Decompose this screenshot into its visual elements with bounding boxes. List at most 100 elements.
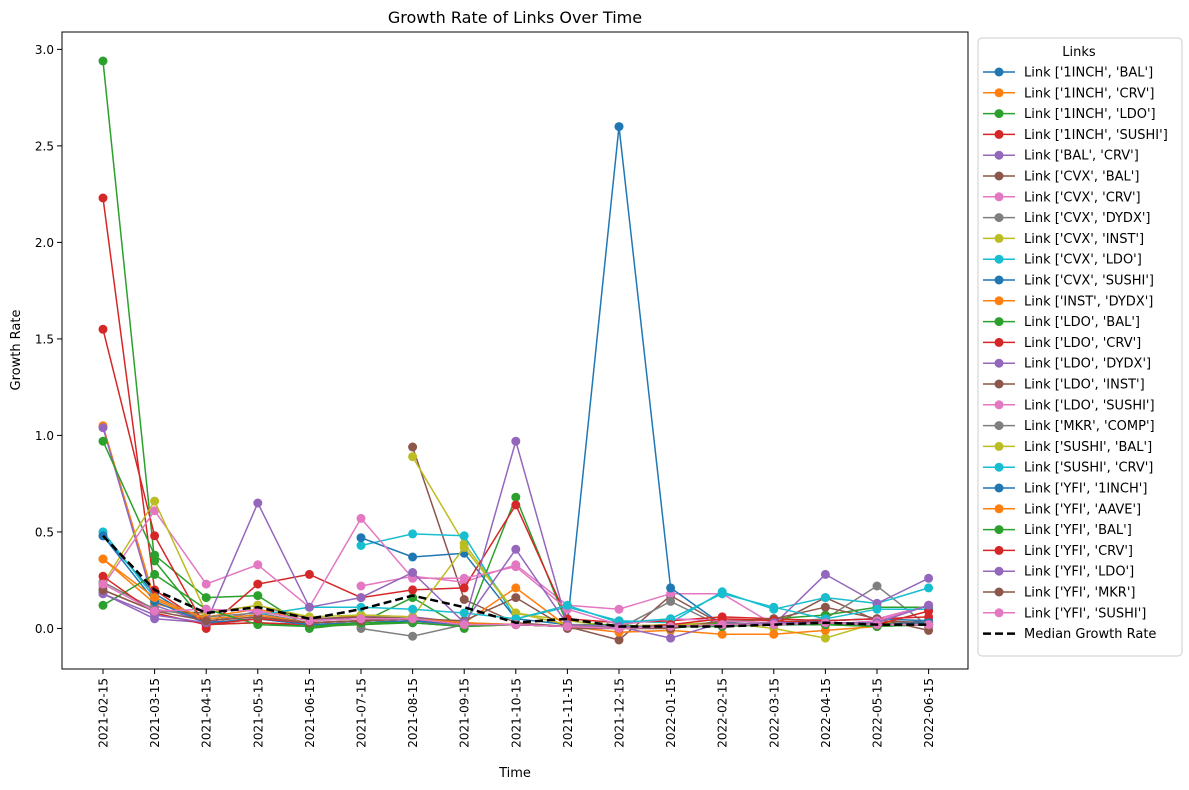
data-point (98, 600, 108, 610)
legend-marker (994, 587, 1004, 597)
legend-entry: Link ['1INCH', 'LDO'] (983, 107, 1156, 122)
data-point (666, 583, 676, 593)
x-tick-label: 2021-03-15 (148, 678, 162, 748)
legend-entry: Link ['CVX', 'SUSHI'] (983, 274, 1154, 289)
data-point (253, 579, 263, 589)
data-point (201, 593, 211, 603)
data-point (769, 620, 779, 630)
legend-marker (994, 109, 1004, 119)
x-tick-label: 2021-09-15 (458, 678, 472, 748)
legend-marker (994, 483, 1004, 493)
legend-marker (994, 462, 1004, 472)
data-point (150, 606, 160, 616)
legend-entry: Link ['1INCH', 'CRV'] (983, 86, 1154, 101)
legend-entry: Link ['YFI', 'MKR'] (983, 586, 1135, 601)
legend-marker (994, 379, 1004, 389)
legend-label: Link ['1INCH', 'BAL'] (1024, 66, 1153, 81)
legend-label: Link ['1INCH', 'CRV'] (1024, 86, 1154, 101)
legend-entry: Link ['LDO', 'BAL'] (983, 315, 1140, 330)
legend-entry: Link ['LDO', 'CRV'] (983, 336, 1141, 351)
legend-label: Link ['YFI', 'BAL'] (1024, 523, 1132, 538)
data-point (872, 604, 882, 614)
data-point (98, 554, 108, 564)
legend-marker (994, 150, 1004, 160)
x-tick-label: 2022-06-15 (922, 678, 936, 748)
data-point (769, 629, 779, 639)
legend-title: Links (1062, 45, 1096, 60)
legend-marker (994, 358, 1004, 368)
legend-label: Link ['YFI', 'SUSHI'] (1024, 606, 1146, 621)
legend-entry: Link ['YFI', 'SUSHI'] (983, 606, 1146, 621)
data-point (924, 600, 934, 610)
data-point (150, 506, 160, 516)
data-point (98, 324, 108, 334)
legend-marker (994, 233, 1004, 243)
legend-marker (994, 67, 1004, 77)
legend-entry: Link ['LDO', 'SUSHI'] (983, 398, 1155, 413)
data-point (98, 193, 108, 203)
legend-marker (994, 608, 1004, 618)
legend-marker (994, 400, 1004, 410)
x-tick-label: 2022-04-15 (819, 678, 833, 748)
data-point (150, 593, 160, 603)
legend-label: Link ['LDO', 'CRV'] (1024, 336, 1141, 351)
legend-marker (994, 192, 1004, 202)
y-tick-label: 1.0 (35, 429, 54, 443)
data-point (511, 562, 521, 572)
x-tick-label: 2021-06-15 (303, 678, 317, 748)
data-point (304, 602, 314, 612)
data-point (924, 620, 934, 630)
data-point (717, 629, 727, 639)
legend-marker (994, 317, 1004, 327)
legend-box (977, 37, 1183, 657)
axes: 0.0 0.5 1.0 1.5 2.0 2.5 3.0 2021-02-15 2021-03-1… (35, 43, 936, 748)
data-point (459, 583, 469, 593)
data-point (408, 552, 418, 562)
data-point (511, 593, 521, 603)
legend-label: Link ['1INCH', 'SUSHI'] (1024, 128, 1168, 143)
y-axis-label: Growth Rate (9, 310, 24, 391)
y-tick-label: 1.5 (35, 332, 54, 346)
legend-label: Link ['1INCH', 'LDO'] (1024, 107, 1156, 122)
legend: Links Link ['1INCH', 'BAL'] Link ['1INCH'… (977, 37, 1183, 657)
legend-marker (994, 171, 1004, 181)
data-point (150, 550, 160, 560)
x-tick-label: 2021-10-15 (509, 678, 523, 748)
data-point (356, 614, 366, 624)
y-tick-label: 0.5 (35, 525, 54, 539)
legend-entry: Link ['YFI', 'LDO'] (983, 565, 1134, 580)
legend-marker (994, 525, 1004, 535)
data-point (666, 633, 676, 643)
data-point (304, 569, 314, 579)
legend-entry: Link ['YFI', '1INCH'] (983, 482, 1147, 497)
x-tick-label: 2021-12-15 (613, 678, 627, 748)
data-point (717, 589, 727, 599)
legend-label: Link ['CVX', 'SUSHI'] (1024, 274, 1154, 289)
data-point (459, 573, 469, 583)
legend-label: Link ['YFI', 'LDO'] (1024, 565, 1134, 580)
x-tick-label: 2022-02-15 (716, 678, 730, 748)
plot-area (61, 31, 969, 670)
legend-label: Link ['LDO', 'INST'] (1024, 378, 1145, 393)
x-tick-label: 2022-03-15 (767, 678, 781, 748)
data-point (562, 600, 572, 610)
data-point (614, 604, 624, 614)
median-line (102, 534, 929, 628)
data-point (253, 560, 263, 570)
x-axis-label: Time (498, 766, 531, 781)
legend-marker (994, 88, 1004, 98)
data-point (201, 604, 211, 614)
legend-marker (994, 213, 1004, 223)
legend-marker (994, 275, 1004, 285)
data-point (614, 122, 624, 132)
legend-marker (994, 337, 1004, 347)
legend-marker (994, 296, 1004, 306)
legend-label: Link ['LDO', 'SUSHI'] (1024, 398, 1155, 413)
data-point (562, 622, 572, 631)
data-point (872, 581, 882, 591)
chart-title: Growth Rate of Links Over Time (388, 8, 642, 27)
legend-entry: Link ['CVX', 'CRV'] (983, 190, 1141, 205)
legend-marker (994, 254, 1004, 264)
legend-label: Link ['LDO', 'DYDX'] (1024, 357, 1151, 372)
legend-entry: Link ['BAL', 'CRV'] (983, 149, 1139, 164)
